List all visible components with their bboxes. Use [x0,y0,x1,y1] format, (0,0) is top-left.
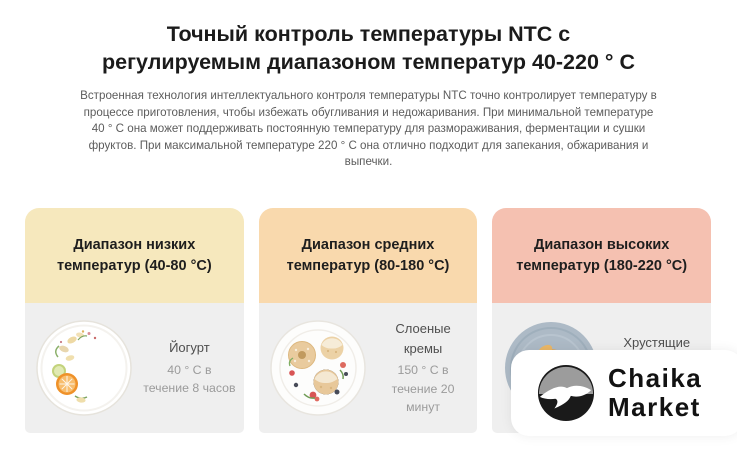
card-medium-header: Диапазон средних температур (80-180 °C) [258,208,478,303]
card-medium-body: Слоеные кремы 150 ° C в течение 20 минут [258,303,478,433]
card-medium-temperature: Диапазон средних температур (80-180 °C) [258,208,478,433]
dish-detail-line: 40 ° C в [167,362,212,377]
watermark-brand-line1: Chaika [608,363,703,394]
page-title-line2: регулируемым диапазоном температур 40-22… [102,49,635,74]
dish-detail-line: минут [406,400,440,415]
dish-name: Слоеные кремы [395,321,451,356]
card-low-temperature: Диапазон низких температур (40-80 °C) [25,208,244,433]
card-high-header-line1: Диапазон высоких [534,236,670,253]
cream-puffs-image-wrap [259,318,377,418]
seagull-logo-icon [537,364,595,422]
card-medium-caption: Слоеные кремы 150 ° C в течение 20 минут [377,319,478,416]
card-high-header-line2: температур (180-220 °C) [516,257,688,274]
watermark-brand-line2: Market [608,392,701,422]
dish-detail-line: течение 20 [391,381,455,396]
watermark-brand-name: Chaika Market [608,364,702,421]
dish-name: Йогурт [169,340,210,356]
yogurt-bowl-image-wrap [25,318,143,418]
card-high-header: Диапазон высоких температур (180-220 °C) [492,208,712,303]
card-low-caption: Йогурт 40 ° C в течение 8 часов [143,338,244,397]
card-low-header-line2: температур (40-80 °C) [56,257,212,274]
dish-name: Хрустящие [623,334,691,350]
card-low-body: Йогурт 40 ° C в течение 8 часов [25,303,244,433]
card-low-header-line1: Диапазон низких [73,236,196,253]
dish-detail-line: течение 8 часов [143,381,236,396]
dish-detail-line: 150 ° C в [397,363,449,378]
page-title-line1: Точный контроль температуры NTC с [166,22,571,46]
card-low-header: Диапазон низких температур (40-80 °C) [25,208,244,303]
page-description: Встроенная технология интеллектуального … [80,89,657,169]
chaika-market-watermark: Chaika Market [511,350,737,436]
cream-puffs-plate-image [269,320,366,416]
card-medium-header-line1: Диапазон средних [301,236,435,253]
yogurt-bowl-image [36,320,132,416]
card-medium-header-line2: температур (80-180 °C) [286,257,450,274]
page-title: Точный контроль температуры NTC с регули… [0,21,737,77]
card-high-caption: Хрустящие [610,333,711,356]
